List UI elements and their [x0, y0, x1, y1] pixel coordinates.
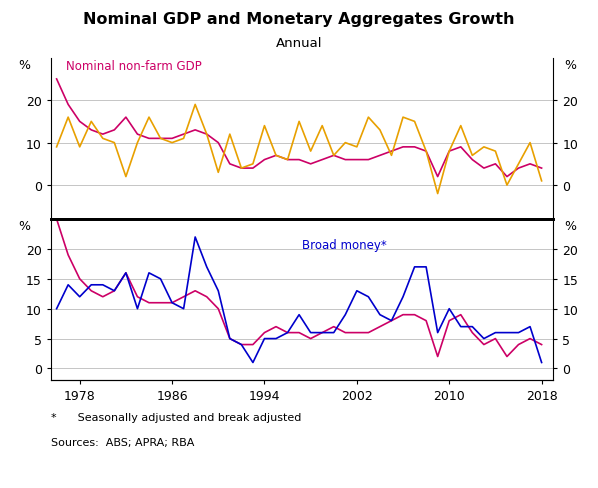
Text: M1*: M1*	[373, 271, 397, 284]
Text: Nominal GDP and Monetary Aggregates Growth: Nominal GDP and Monetary Aggregates Grow…	[83, 12, 515, 27]
Text: %: %	[564, 59, 576, 72]
Text: Annual: Annual	[276, 37, 322, 50]
Text: Sources:  ABS; APRA; RBA: Sources: ABS; APRA; RBA	[51, 437, 194, 447]
Text: %: %	[18, 59, 30, 72]
Text: *      Seasonally adjusted and break adjusted: * Seasonally adjusted and break adjusted	[51, 412, 301, 422]
Text: Nominal non-farm GDP: Nominal non-farm GDP	[66, 60, 202, 73]
Text: Broad money*: Broad money*	[302, 239, 387, 252]
Text: %: %	[564, 220, 576, 233]
Text: %: %	[18, 220, 30, 233]
